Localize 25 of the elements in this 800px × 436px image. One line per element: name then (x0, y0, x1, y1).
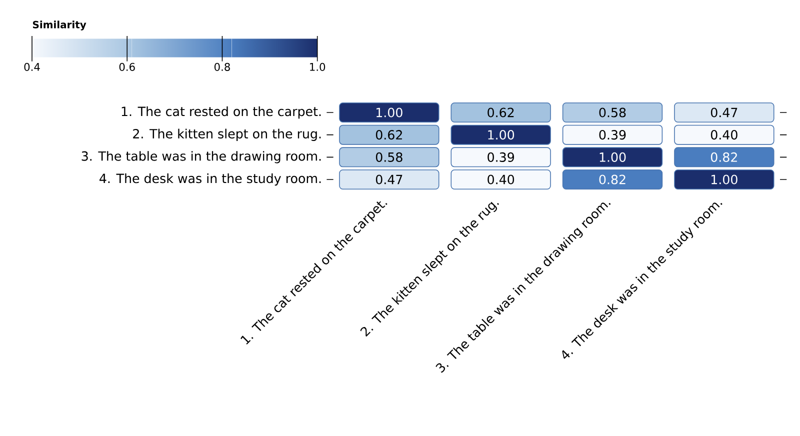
y-tick-label: 4. The desk was in the study room. (100, 173, 321, 186)
y-tick-label: 3. The table was in the drawing room. (82, 151, 321, 164)
data-label: 0.47 (710, 108, 738, 118)
data-label: 1.00 (488, 130, 514, 140)
data-label: 0.62 (488, 108, 514, 118)
color-bar-label: 1.0 (310, 62, 326, 71)
data-label: 0.47 (376, 174, 402, 184)
data-label: 0.40 (710, 130, 738, 140)
color-bar-label: 0.8 (214, 62, 230, 71)
color-bar-label: 0.6 (119, 62, 135, 71)
color-bar-title: Similarity (32, 20, 86, 30)
data-label: 0.82 (599, 174, 626, 184)
data-label: 0.39 (599, 130, 626, 140)
data-label: 1.00 (376, 108, 402, 118)
data-label: 1.00 (600, 152, 626, 162)
y-tick-label: 1. The cat rested on the carpet. (122, 106, 321, 119)
data-label: 0.58 (376, 152, 402, 162)
data-label: 0.40 (488, 174, 514, 184)
color-bar-label: 0.4 (24, 62, 40, 71)
data-label: 0.39 (488, 152, 514, 162)
data-label: 0.58 (599, 108, 626, 118)
y-tick-label: 2. The kitten slept on the rug. (133, 128, 321, 141)
data-label: 1.00 (712, 174, 738, 184)
data-label: 0.62 (376, 130, 402, 140)
data-label: 0.82 (710, 152, 737, 162)
